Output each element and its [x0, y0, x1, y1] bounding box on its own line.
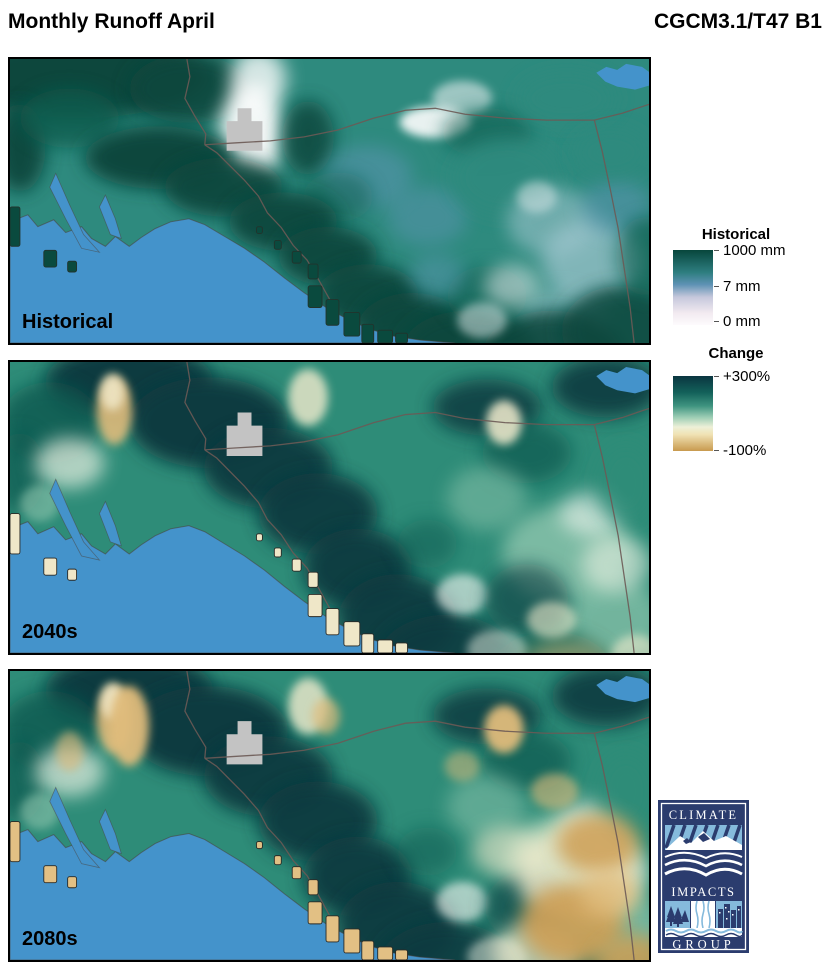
- logo-word-impacts: IMPACTS: [671, 885, 735, 899]
- logo-word-group: GROUP: [672, 938, 734, 952]
- logo-frame: [660, 802, 747, 951]
- legend-tick: [714, 321, 719, 322]
- map-2040s: [10, 362, 649, 653]
- climate-impacts-group-logo: CLIMATE IMPACTS: [658, 800, 749, 953]
- change-legend-bar: [673, 376, 713, 451]
- legend-label-0mm: 0 mm: [723, 313, 761, 330]
- legend-label-minus100: -100%: [723, 442, 767, 459]
- legend-label-plus300: +300%: [723, 368, 771, 385]
- legend-label-1000mm: 1000 mm: [723, 242, 786, 259]
- map-panel-2080s: 2080s: [8, 669, 651, 962]
- legend-historical-title: Historical: [701, 226, 771, 243]
- map-2080s: [10, 671, 649, 960]
- map-historical: [10, 59, 649, 343]
- panel-label-2080s: 2080s: [22, 928, 78, 950]
- model-title: CGCM3.1/T47 B1: [653, 10, 822, 33]
- panel-label-2040s: 2040s: [22, 621, 78, 643]
- map-panel-2040s: 2040s: [8, 360, 651, 655]
- legend-label-7mm: 7 mm: [723, 278, 761, 295]
- legend-tick: [714, 376, 719, 377]
- field-scene-icon: [664, 850, 743, 878]
- historical-legend-bar: [673, 250, 713, 325]
- legend-tick: [714, 286, 719, 287]
- logo-word-climate: CLIMATE: [669, 808, 739, 822]
- trees-waterfall-city-icon: [665, 900, 743, 938]
- map-panel-historical: Historical: [8, 57, 651, 345]
- legend-change-title: Change: [708, 345, 764, 362]
- page-title: Monthly Runoff April: [8, 10, 215, 33]
- legend-tick: [714, 250, 719, 251]
- panel-label-historical: Historical: [22, 311, 114, 333]
- legend-tick: [714, 450, 719, 451]
- mountain-scene-icon: [664, 824, 742, 850]
